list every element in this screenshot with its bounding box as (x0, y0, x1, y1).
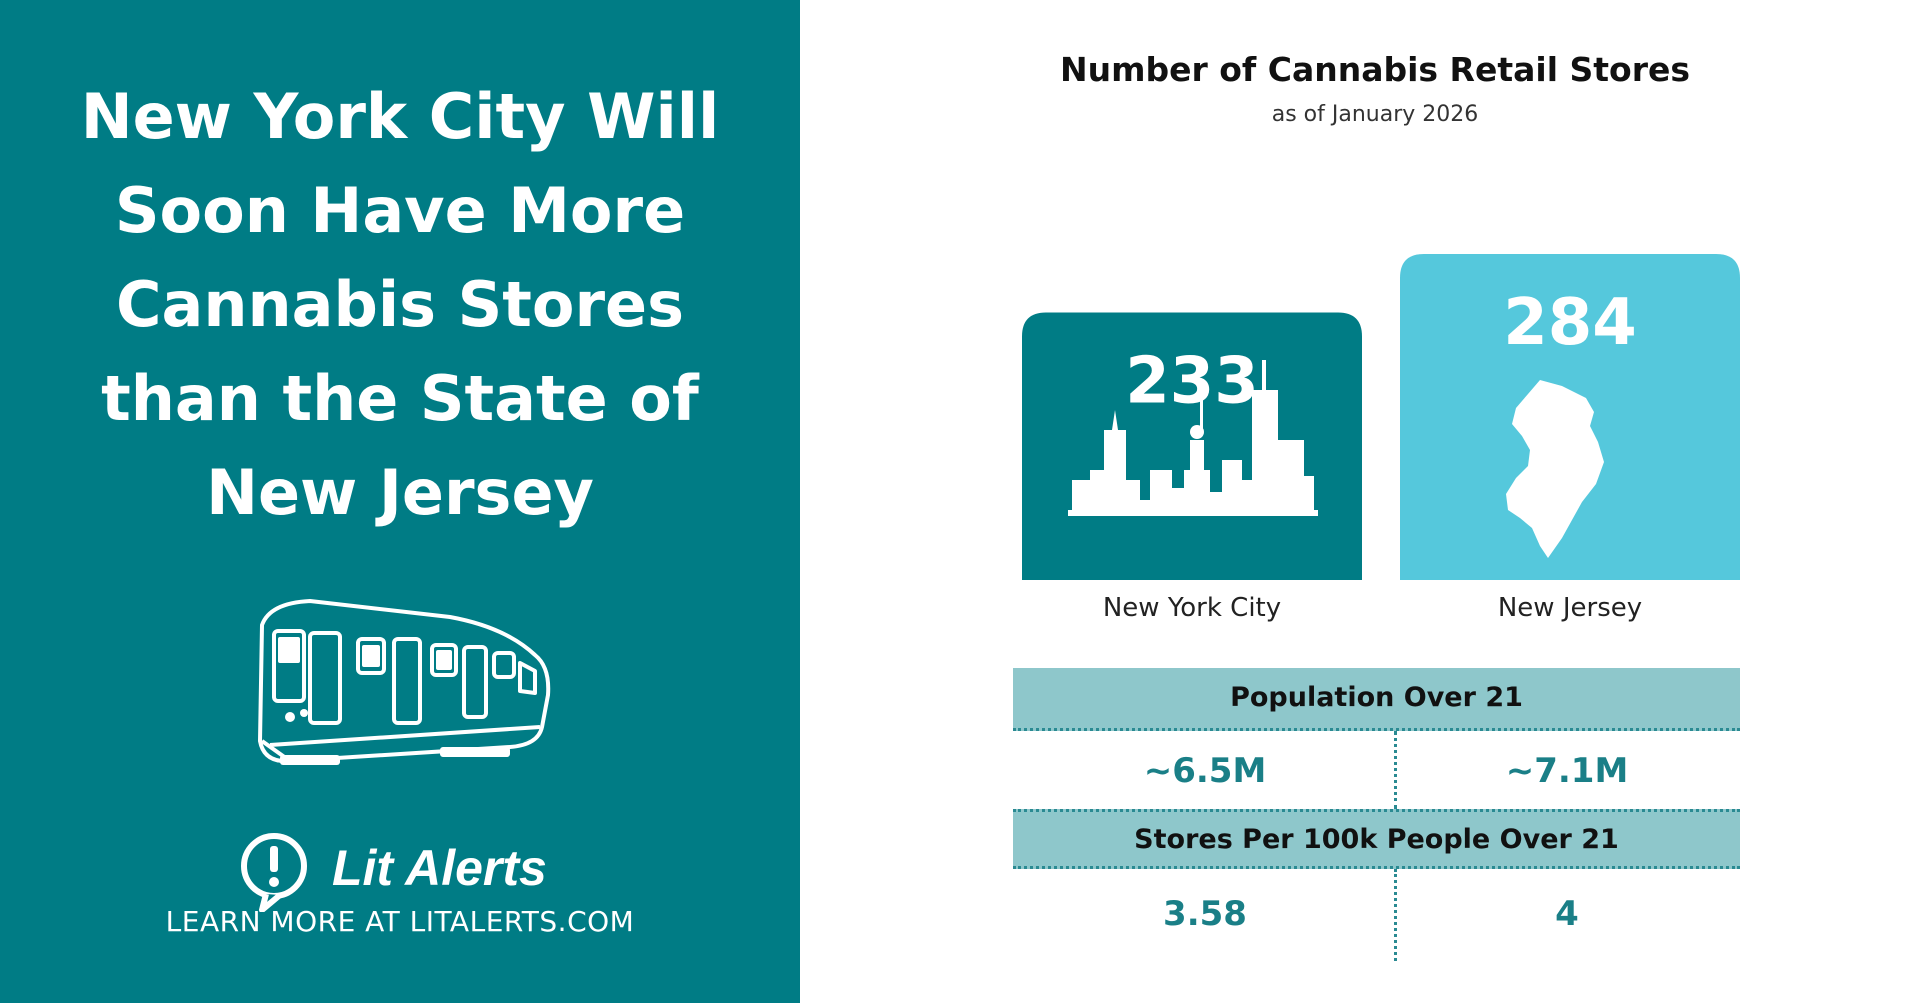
nj-per-capita: 4 (1555, 894, 1579, 934)
subway-train-icon (258, 599, 551, 765)
chart-title: Number of Cannabis Retail Stores (1059, 50, 1691, 89)
headline-line: New Jersey (206, 456, 594, 529)
nyc-skyline-icon (1068, 360, 1318, 516)
bar-value-label: 233 (1125, 345, 1259, 419)
exclamation-speech-bubble-icon (241, 833, 307, 912)
table-divider (1394, 731, 1397, 809)
headline-line: New York City Will (80, 80, 720, 153)
brand-url: LEARN MORE AT LITALERTS.COM (165, 905, 635, 938)
per-capita-header: Stores Per 100k People Over 21 (1013, 809, 1740, 869)
headline-line: Cannabis Stores (116, 268, 684, 341)
headline: New York City Will Soon Have More Cannab… (0, 70, 800, 540)
bar-value-label: 284 (1503, 286, 1637, 360)
category-label: New Jersey (1498, 593, 1642, 623)
nj-population: ~7.1M (1505, 751, 1629, 791)
nyc-per-capita: 3.58 (1163, 894, 1247, 934)
brand-logo: Lit Alerts (236, 832, 566, 912)
chart-subtitle: as of January 2026 (1271, 102, 1479, 127)
headline-line: than the State of (101, 362, 699, 435)
left-panel: New York City Will Soon Have More Cannab… (0, 0, 800, 1003)
new-jersey-map-icon (1506, 380, 1604, 558)
category-label: New York City (1103, 593, 1281, 623)
bar-chart: 233 New York City 284 New Jersey (1022, 253, 1740, 623)
table-divider (1394, 869, 1397, 961)
headline-line: Soon Have More (114, 174, 686, 247)
brand-name: Lit Alerts (332, 840, 547, 896)
population-header: Population Over 21 (1013, 668, 1740, 731)
nyc-population: ~6.5M (1143, 751, 1267, 791)
